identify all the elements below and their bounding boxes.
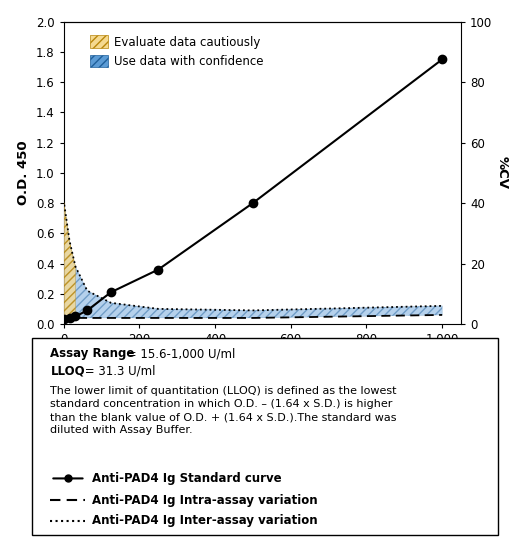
Anti-PAD4 Ig Inter-assay variation xyxy=(108,300,114,306)
Anti-PAD4 Ig Standard curve xyxy=(439,56,445,63)
Line: Anti-PAD4 Ig Inter-assay variation: Anti-PAD4 Ig Inter-assay variation xyxy=(64,200,442,310)
Anti-PAD4 Ig Intra-assay variation xyxy=(66,315,73,321)
Anti-PAD4 Ig Standard curve xyxy=(250,200,256,206)
Anti-PAD4 Ig Inter-assay variation xyxy=(60,197,67,203)
Text: Anti-PAD4 Ig Standard curve: Anti-PAD4 Ig Standard curve xyxy=(92,472,282,485)
Anti-PAD4 Ig Inter-assay variation xyxy=(66,238,73,244)
Anti-PAD4 Ig Intra-assay variation xyxy=(439,312,445,318)
Anti-PAD4 Ig Intra-assay variation xyxy=(72,315,78,321)
Anti-PAD4 Ig Inter-assay variation xyxy=(155,306,162,312)
Anti-PAD4 Ig Intra-assay variation xyxy=(108,315,114,321)
Legend: Evaluate data cautiously, Use data with confidence: Evaluate data cautiously, Use data with … xyxy=(85,31,268,73)
Text: Anti-PAD4 Ig Inter-assay variation: Anti-PAD4 Ig Inter-assay variation xyxy=(92,514,318,527)
Text: Anti-PAD4 Ig Intra-assay variation: Anti-PAD4 Ig Intra-assay variation xyxy=(92,494,318,507)
Anti-PAD4 Ig Inter-assay variation xyxy=(250,307,256,314)
Anti-PAD4 Ig Intra-assay variation xyxy=(155,315,162,321)
Anti-PAD4 Ig Standard curve xyxy=(155,266,162,273)
Anti-PAD4 Ig Standard curve xyxy=(60,316,67,323)
Y-axis label: %CV: %CV xyxy=(496,156,509,190)
Anti-PAD4 Ig Inter-assay variation xyxy=(72,264,78,270)
Text: Assay Range: Assay Range xyxy=(50,347,135,360)
Line: Anti-PAD4 Ig Intra-assay variation: Anti-PAD4 Ig Intra-assay variation xyxy=(64,315,442,318)
Text: The lower limit of quantitation (LLOQ) is defined as the lowest
standard concent: The lower limit of quantitation (LLOQ) i… xyxy=(50,386,397,435)
Anti-PAD4 Ig Intra-assay variation xyxy=(84,315,91,321)
FancyBboxPatch shape xyxy=(32,338,498,535)
Text: LLOQ: LLOQ xyxy=(50,364,85,377)
Anti-PAD4 Ig Standard curve xyxy=(84,307,91,314)
Anti-PAD4 Ig Intra-assay variation xyxy=(250,315,256,321)
Anti-PAD4 Ig Standard curve xyxy=(72,313,78,320)
Y-axis label: O.D. 450: O.D. 450 xyxy=(17,140,30,205)
Anti-PAD4 Ig Intra-assay variation xyxy=(60,315,67,321)
Line: Anti-PAD4 Ig Standard curve: Anti-PAD4 Ig Standard curve xyxy=(59,55,446,323)
Anti-PAD4 Ig Inter-assay variation xyxy=(439,302,445,309)
Anti-PAD4 Ig Standard curve xyxy=(108,289,114,295)
Text: = 31.3 U/ml: = 31.3 U/ml xyxy=(81,364,156,377)
X-axis label: Anti-PAD4 Ig (U/ml): Anti-PAD4 Ig (U/ml) xyxy=(190,352,335,365)
Anti-PAD4 Ig Standard curve xyxy=(66,315,73,321)
Text: = 15.6-1,000 U/ml: = 15.6-1,000 U/ml xyxy=(123,347,235,360)
Anti-PAD4 Ig Inter-assay variation xyxy=(84,287,91,294)
